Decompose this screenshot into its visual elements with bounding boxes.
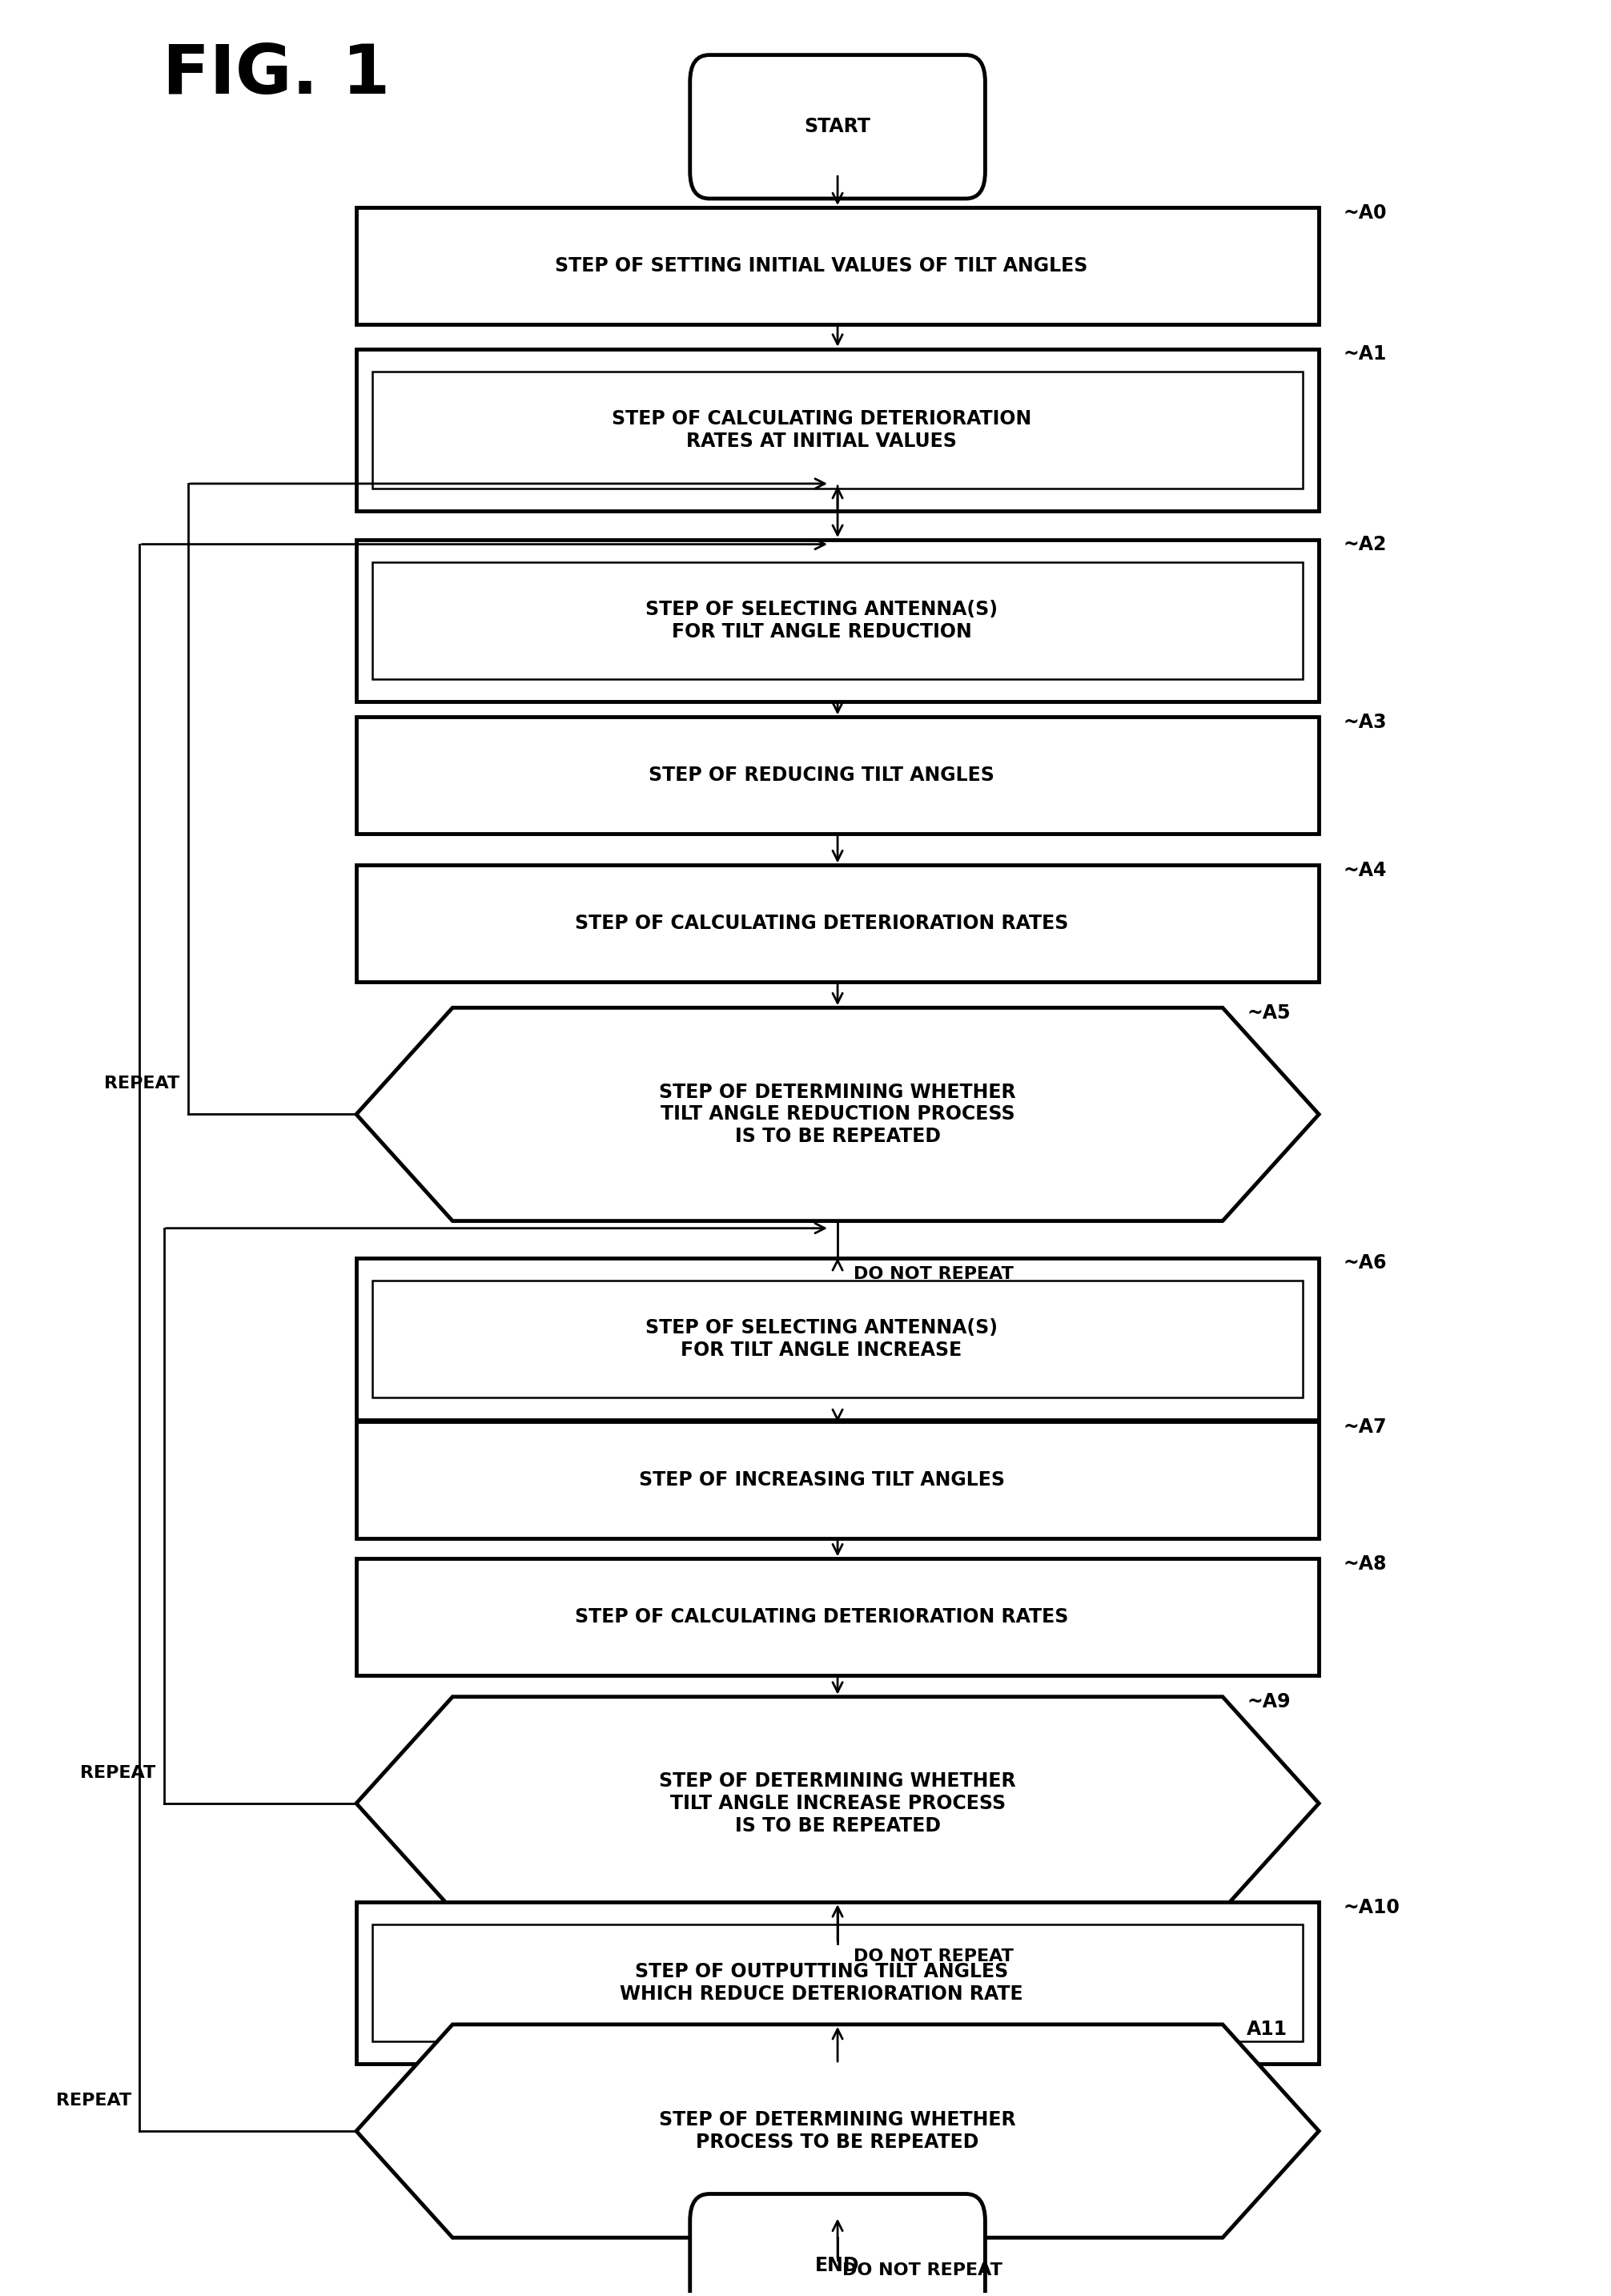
Bar: [372, 1281, 1303, 1398]
Text: STEP OF CALCULATING DETERIORATION RATES: STEP OF CALCULATING DETERIORATION RATES: [575, 1607, 1068, 1626]
Bar: [356, 207, 1319, 324]
Polygon shape: [356, 2025, 1319, 2239]
Bar: [356, 1258, 1319, 1419]
Bar: [356, 1559, 1319, 1676]
Text: FIG. 1: FIG. 1: [163, 41, 390, 108]
Text: DO NOT REPEAT: DO NOT REPEAT: [854, 1265, 1013, 1281]
Bar: [372, 563, 1303, 680]
Bar: [356, 1421, 1319, 1538]
Text: STEP OF SELECTING ANTENNA(S)
FOR TILT ANGLE INCREASE: STEP OF SELECTING ANTENNA(S) FOR TILT AN…: [646, 1318, 997, 1359]
Text: REPEAT: REPEAT: [56, 2092, 132, 2108]
Text: STEP OF OUTPUTTING TILT ANGLES
WHICH REDUCE DETERIORATION RATE: STEP OF OUTPUTTING TILT ANGLES WHICH RED…: [620, 1963, 1023, 2004]
Text: REPEAT: REPEAT: [105, 1077, 180, 1093]
Bar: [356, 540, 1319, 700]
Bar: [372, 372, 1303, 489]
Text: END: END: [815, 2257, 860, 2275]
Polygon shape: [356, 1008, 1319, 1221]
Text: ~A7: ~A7: [1344, 1417, 1387, 1437]
Text: START: START: [804, 117, 872, 135]
Text: DO NOT REPEAT: DO NOT REPEAT: [843, 2262, 1002, 2278]
Text: DO NOT REPEAT: DO NOT REPEAT: [854, 1947, 1013, 1963]
Bar: [356, 349, 1319, 510]
Text: STEP OF REDUCING TILT ANGLES: STEP OF REDUCING TILT ANGLES: [649, 767, 994, 785]
Text: ~A6: ~A6: [1344, 1254, 1387, 1272]
Polygon shape: [356, 1697, 1319, 1910]
Text: STEP OF INCREASING TILT ANGLES: STEP OF INCREASING TILT ANGLES: [638, 1469, 1005, 1490]
Text: STEP OF CALCULATING DETERIORATION
RATES AT INITIAL VALUES: STEP OF CALCULATING DETERIORATION RATES …: [612, 409, 1031, 450]
Bar: [356, 866, 1319, 983]
Text: A11: A11: [1247, 2020, 1287, 2039]
FancyBboxPatch shape: [690, 55, 986, 197]
Text: ~A10: ~A10: [1344, 1896, 1400, 1917]
Bar: [372, 1924, 1303, 2041]
Text: ~A3: ~A3: [1344, 712, 1387, 732]
FancyBboxPatch shape: [690, 2195, 986, 2296]
Bar: [356, 716, 1319, 833]
Text: ~A2: ~A2: [1344, 535, 1387, 556]
Bar: [356, 1901, 1319, 2064]
Text: STEP OF DETERMINING WHETHER
TILT ANGLE REDUCTION PROCESS
IS TO BE REPEATED: STEP OF DETERMINING WHETHER TILT ANGLE R…: [659, 1081, 1017, 1146]
Text: STEP OF DETERMINING WHETHER
PROCESS TO BE REPEATED: STEP OF DETERMINING WHETHER PROCESS TO B…: [659, 2110, 1017, 2151]
Text: ~A8: ~A8: [1344, 1554, 1387, 1573]
Text: STEP OF DETERMINING WHETHER
TILT ANGLE INCREASE PROCESS
IS TO BE REPEATED: STEP OF DETERMINING WHETHER TILT ANGLE I…: [659, 1773, 1017, 1835]
Text: ~A9: ~A9: [1247, 1692, 1290, 1711]
Text: STEP OF SETTING INITIAL VALUES OF TILT ANGLES: STEP OF SETTING INITIAL VALUES OF TILT A…: [556, 257, 1087, 276]
Text: ~A5: ~A5: [1247, 1003, 1290, 1022]
Text: REPEAT: REPEAT: [81, 1766, 156, 1782]
Text: STEP OF CALCULATING DETERIORATION RATES: STEP OF CALCULATING DETERIORATION RATES: [575, 914, 1068, 932]
Text: ~A4: ~A4: [1344, 861, 1387, 879]
Text: ~A1: ~A1: [1344, 344, 1387, 363]
Text: STEP OF SELECTING ANTENNA(S)
FOR TILT ANGLE REDUCTION: STEP OF SELECTING ANTENNA(S) FOR TILT AN…: [646, 599, 997, 641]
Text: ~A0: ~A0: [1344, 202, 1387, 223]
